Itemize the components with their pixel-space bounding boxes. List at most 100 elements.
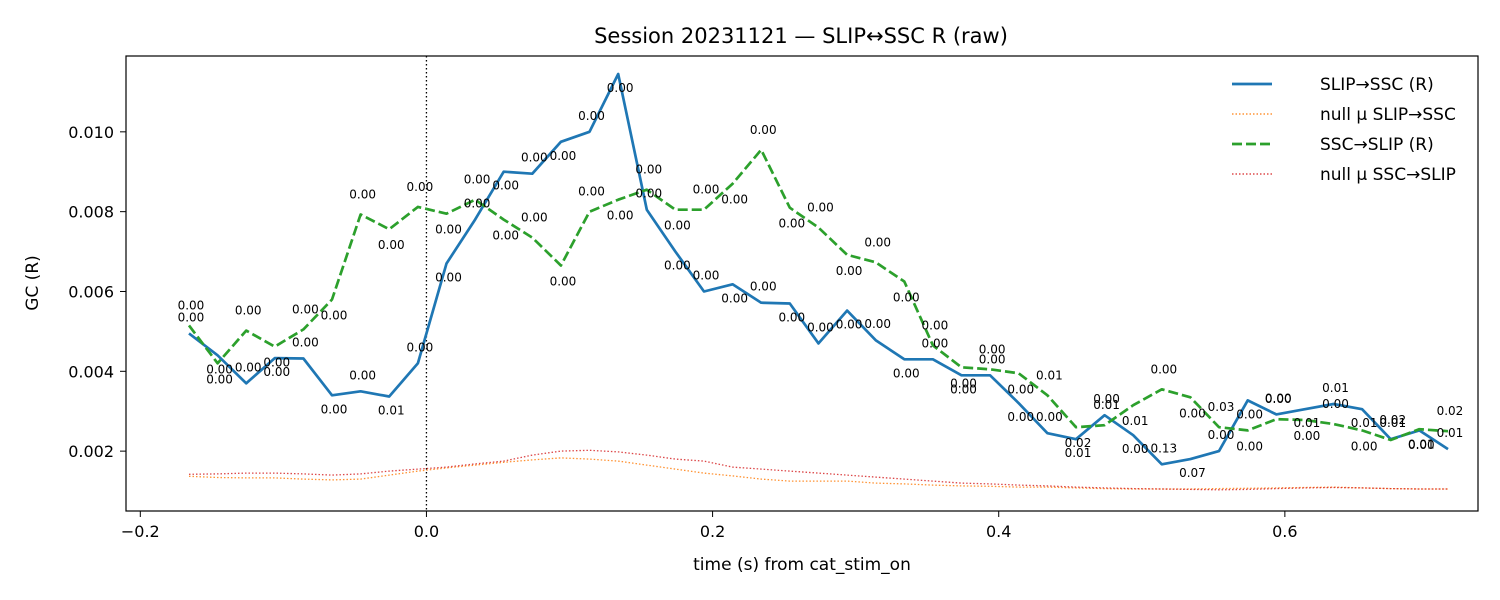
data-label: 0.00 [550, 275, 577, 289]
data-label: 0.03 [1208, 400, 1235, 414]
x-axis: −0.2 0.0 0.2 0.4 0.6 [121, 511, 1298, 541]
data-label: 0.00 [578, 109, 605, 123]
data-label: 0.00 [1408, 438, 1435, 452]
data-label: 0.00 [349, 187, 376, 201]
data-label: 0.00 [1294, 429, 1321, 443]
data-label: 0.00 [492, 179, 519, 193]
data-label: 0.00 [922, 336, 949, 350]
data-label: 0.01 [378, 403, 405, 417]
data-label: 0.00 [292, 336, 319, 350]
plot-area: 0.000.00 0.00 0.000.000.000.000.010.000.00… [178, 56, 1464, 511]
data-label: 0.00 [206, 372, 233, 386]
legend-label: null μ SSC→SLIP [1320, 165, 1456, 185]
data-label: 0.00 [1351, 439, 1378, 453]
data-label: 0.00 [263, 365, 290, 379]
data-label: 0.00 [1265, 392, 1292, 406]
data-label: 0.00 [979, 342, 1006, 356]
data-label: 0.00 [922, 318, 949, 332]
data-label: 0.00 [1179, 406, 1206, 420]
y-axis-label: GC (R) [23, 255, 43, 311]
data-label: 0.00 [435, 223, 462, 237]
data-label: 0.00 [635, 187, 662, 201]
data-label: 0.00 [664, 259, 691, 273]
data-label: 0.00 [607, 81, 634, 95]
data-label: 0.00 [521, 211, 548, 225]
y-tick-label: 0.008 [68, 203, 114, 222]
data-label: 0.13 [1150, 441, 1177, 455]
data-label: 0.00 [721, 291, 748, 305]
data-label: 0.00 [407, 180, 434, 194]
data-label: 0.00 [206, 362, 233, 376]
data-label: 0.02 [1437, 404, 1464, 418]
y-tick-label: 0.002 [68, 442, 114, 461]
data-label: 0.00 [750, 280, 777, 294]
data-label: 0.00 [950, 376, 977, 390]
data-label: 0.00 [1236, 439, 1263, 453]
data-label: 0.00 [807, 320, 834, 334]
data-label: 0.00 [464, 173, 491, 187]
series-line [188, 449, 1448, 491]
data-label: 0.00 [1007, 382, 1034, 396]
data-label: 0.00 [635, 163, 662, 177]
data-label: 0.00 [492, 229, 519, 243]
data-label: 0.00 [178, 310, 205, 324]
data-label: 0.00 [750, 123, 777, 137]
data-label: 0.00 [1122, 442, 1149, 456]
data-label: 0.01 [1379, 416, 1406, 430]
data-label: 0.00 [864, 317, 891, 331]
data-label: 0.00 [521, 151, 548, 165]
data-label: 0.00 [836, 318, 863, 332]
data-label: 0.00 [1265, 391, 1292, 405]
data-label: 0.01 [1093, 398, 1120, 412]
data-label: 0.00 [1007, 410, 1034, 424]
y-tick-label: 0.010 [68, 123, 114, 142]
data-label: 0.01 [1036, 368, 1063, 382]
data-label: 0.00 [435, 271, 462, 285]
data-label: 0.01 [1065, 446, 1092, 460]
data-label: 0.00 [464, 197, 491, 211]
x-tick-label: −0.2 [121, 522, 160, 541]
data-label: 0.00 [778, 217, 805, 231]
legend: SLIP→SSC (R) null μ SLIP→SSC SSC→SLIP (R) n… [1232, 75, 1456, 185]
data-label: 0.00 [378, 238, 405, 252]
y-axis: 0.002 0.004 0.006 0.008 0.010 [68, 123, 126, 461]
data-label: 0.00 [1322, 397, 1349, 411]
x-axis-label: time (s) from cat_stim_on [693, 555, 911, 575]
x-tick-label: 0.4 [986, 522, 1011, 541]
data-label: 0.01 [1122, 414, 1149, 428]
data-label: 0.00 [950, 382, 977, 396]
data-label: 0.00 [321, 402, 348, 416]
data-label: 0.01 [1437, 426, 1464, 440]
data-label: 0.00 [578, 185, 605, 199]
data-label: 0.00 [1093, 392, 1120, 406]
data-label: 0.00 [178, 298, 205, 312]
x-tick-label: 0.6 [1272, 522, 1297, 541]
data-label: 0.00 [693, 183, 720, 197]
data-label: 0.01 [1351, 416, 1378, 430]
data-label: 0.01 [1294, 416, 1321, 430]
data-label: 0.00 [235, 304, 262, 318]
data-label: 0.00 [1150, 362, 1177, 376]
data-label: 0.01 [1408, 437, 1435, 451]
x-tick-label: 0.0 [414, 522, 439, 541]
data-label: 0.00 [807, 201, 834, 215]
data-label: 0.00 [550, 149, 577, 163]
data-label: 0.00 [349, 368, 376, 382]
data-label: 0.01 [1322, 381, 1349, 395]
data-label: 0.00 [664, 219, 691, 233]
data-label: 0.00 [836, 264, 863, 278]
data-label: 0.02 [1065, 436, 1092, 450]
data-label: 0.00 [263, 356, 290, 370]
data-label: 0.00 [979, 352, 1006, 366]
series-line [188, 72, 1449, 466]
data-label: 0.00 [721, 193, 748, 207]
series-line [188, 457, 1448, 490]
data-label: 0.00 [292, 302, 319, 316]
data-label: 0.00 [1236, 407, 1263, 421]
data-label: 0.00 [893, 366, 920, 380]
data-label: 0.00 [864, 235, 891, 249]
x-tick-label: 0.2 [700, 522, 725, 541]
data-label: 0.00 [1036, 410, 1063, 424]
